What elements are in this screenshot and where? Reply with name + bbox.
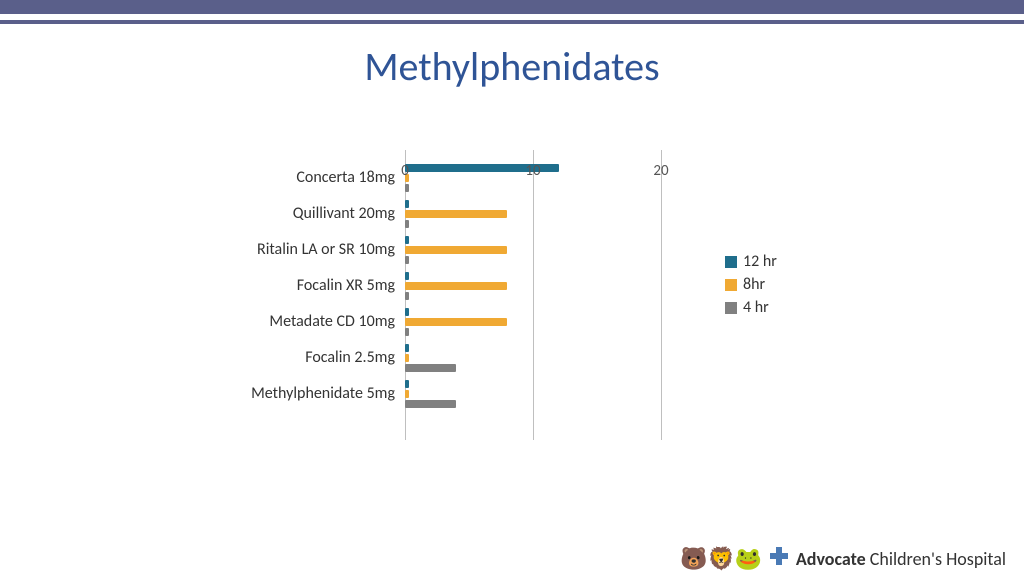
bar-row [405,304,685,340]
page-title: Methylphenidates [0,42,1024,91]
bar-segment [405,328,409,336]
bar-segment [405,308,409,316]
category-label: Focalin XR 5mg [180,268,395,304]
header-band [0,0,1024,14]
bar-segment [405,220,409,228]
brand-logo: Advocate Children's Hospital [770,547,1006,570]
bar-row [405,232,685,268]
legend-swatch [725,302,737,314]
bar-segment [405,210,507,218]
legend-label: 8hr [743,275,765,294]
x-tick: 0 [401,162,409,180]
bar-row [405,376,685,412]
y-axis-labels: Concerta 18mgQuillivant 20mgRitalin LA o… [180,160,395,412]
bar-segment [405,344,409,352]
bar-segment [405,292,409,300]
brand-light: Children's Hospital [866,548,1006,570]
category-label: Methylphenidate 5mg [180,376,395,412]
brand-strong: Advocate [796,548,866,570]
legend-item: 4 hr [725,298,777,317]
bar-segment [405,236,409,244]
bar-segment [405,390,409,398]
bar-segment [405,318,507,326]
category-label: Focalin 2.5mg [180,340,395,376]
category-label: Quillivant 20mg [180,196,395,232]
bar-segment [405,184,409,192]
duration-chart: Concerta 18mgQuillivant 20mgRitalin LA o… [180,150,820,460]
bar-row [405,268,685,304]
bar-segment [405,364,456,372]
bar-segment [405,246,507,254]
bar-segment [405,354,409,362]
bar-segment [405,282,507,290]
category-label: Concerta 18mg [180,160,395,196]
legend-swatch [725,256,737,268]
legend-item: 8hr [725,275,777,294]
chart-legend: 12 hr 8hr 4 hr [725,248,777,321]
x-tick: 10 [525,162,540,180]
category-label: Ritalin LA or SR 10mg [180,232,395,268]
legend-swatch [725,279,737,291]
legend-label: 4 hr [743,298,769,317]
bar-segment [405,380,409,388]
legend-label: 12 hr [743,252,777,271]
x-tick: 20 [653,162,668,180]
bar-segment [405,256,409,264]
category-label: Metadate CD 10mg [180,304,395,340]
header-band-thin [0,20,1024,24]
bar-segment [405,272,409,280]
mascot-icons: 🐻🦁🐸 [680,548,762,570]
brand-text: Advocate Children's Hospital [796,548,1006,570]
chart-plot-area [405,150,685,450]
cross-icon [770,547,788,565]
footer-branding: 🐻🦁🐸 Advocate Children's Hospital [680,547,1006,570]
bar-segment [405,200,409,208]
bar-row [405,160,685,196]
bar-segment [405,400,456,408]
legend-item: 12 hr [725,252,777,271]
bar-row [405,196,685,232]
bar-row [405,340,685,376]
